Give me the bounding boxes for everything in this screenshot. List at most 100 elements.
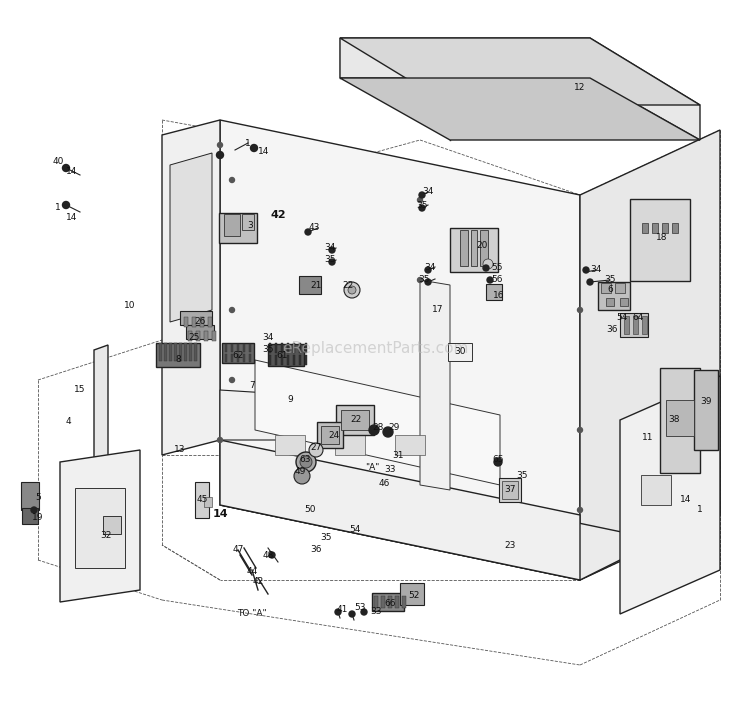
Circle shape — [355, 422, 361, 428]
FancyBboxPatch shape — [632, 316, 638, 334]
FancyBboxPatch shape — [502, 481, 518, 499]
Text: 38: 38 — [668, 416, 680, 425]
Text: 22: 22 — [342, 280, 354, 290]
FancyBboxPatch shape — [317, 422, 343, 448]
FancyBboxPatch shape — [299, 343, 301, 353]
Circle shape — [296, 452, 316, 472]
FancyBboxPatch shape — [188, 331, 192, 341]
Text: 66: 66 — [384, 599, 396, 608]
Text: 28: 28 — [372, 423, 384, 433]
FancyBboxPatch shape — [305, 343, 307, 353]
Circle shape — [348, 286, 356, 294]
Text: 54: 54 — [350, 526, 361, 534]
Text: 49: 49 — [294, 468, 306, 477]
Circle shape — [419, 205, 425, 211]
FancyBboxPatch shape — [200, 317, 204, 327]
Polygon shape — [220, 390, 300, 440]
Circle shape — [578, 508, 583, 512]
Text: 34: 34 — [262, 334, 274, 343]
FancyBboxPatch shape — [243, 344, 245, 352]
Text: "A": "A" — [364, 463, 380, 472]
Text: 20: 20 — [476, 240, 488, 250]
Text: 12: 12 — [574, 83, 586, 93]
FancyBboxPatch shape — [666, 400, 694, 436]
FancyBboxPatch shape — [222, 343, 254, 363]
Text: 27: 27 — [310, 444, 322, 453]
Text: 39: 39 — [700, 397, 712, 407]
FancyBboxPatch shape — [192, 317, 196, 327]
FancyBboxPatch shape — [219, 213, 257, 243]
FancyBboxPatch shape — [184, 343, 187, 361]
Text: 40: 40 — [53, 158, 64, 167]
Text: 31: 31 — [392, 451, 404, 461]
FancyBboxPatch shape — [287, 355, 289, 365]
FancyBboxPatch shape — [156, 343, 200, 367]
FancyBboxPatch shape — [321, 426, 339, 444]
FancyBboxPatch shape — [620, 298, 628, 306]
Circle shape — [62, 201, 70, 208]
Text: 34: 34 — [324, 243, 336, 252]
Text: 35: 35 — [262, 346, 274, 355]
Text: 10: 10 — [124, 301, 136, 310]
Text: 14: 14 — [680, 496, 692, 505]
FancyBboxPatch shape — [388, 596, 392, 608]
FancyBboxPatch shape — [598, 282, 630, 310]
Text: 1: 1 — [245, 139, 250, 147]
Polygon shape — [220, 465, 660, 580]
FancyBboxPatch shape — [186, 325, 214, 339]
Circle shape — [230, 308, 235, 313]
FancyBboxPatch shape — [231, 344, 233, 352]
FancyBboxPatch shape — [249, 354, 251, 362]
FancyBboxPatch shape — [237, 354, 239, 362]
Text: 54: 54 — [616, 313, 628, 322]
Polygon shape — [340, 78, 700, 140]
Text: 33: 33 — [370, 608, 382, 616]
Text: 41: 41 — [336, 606, 348, 615]
FancyBboxPatch shape — [281, 343, 283, 353]
Text: 36: 36 — [310, 545, 322, 554]
Text: 56: 56 — [491, 275, 502, 285]
FancyBboxPatch shape — [293, 343, 295, 353]
FancyBboxPatch shape — [212, 331, 216, 341]
FancyBboxPatch shape — [275, 355, 277, 365]
Text: 16: 16 — [494, 290, 505, 299]
Text: 35: 35 — [419, 275, 430, 285]
FancyBboxPatch shape — [281, 355, 283, 365]
FancyBboxPatch shape — [672, 223, 678, 233]
Circle shape — [344, 282, 360, 298]
FancyBboxPatch shape — [164, 343, 166, 361]
Text: 4: 4 — [65, 418, 70, 426]
Text: 47: 47 — [232, 545, 244, 554]
FancyBboxPatch shape — [21, 482, 39, 510]
Circle shape — [335, 609, 341, 615]
FancyBboxPatch shape — [173, 343, 176, 361]
FancyBboxPatch shape — [601, 283, 611, 293]
Text: 43: 43 — [308, 224, 320, 233]
FancyBboxPatch shape — [335, 435, 365, 455]
FancyBboxPatch shape — [662, 223, 668, 233]
Text: 23: 23 — [504, 541, 516, 550]
Text: 61: 61 — [276, 350, 288, 360]
Text: 14: 14 — [66, 168, 78, 177]
FancyBboxPatch shape — [194, 343, 196, 361]
Polygon shape — [220, 120, 580, 580]
Text: 34: 34 — [424, 262, 436, 271]
FancyBboxPatch shape — [402, 596, 406, 608]
FancyBboxPatch shape — [400, 583, 424, 605]
Circle shape — [369, 425, 379, 435]
Text: 34: 34 — [590, 266, 602, 275]
Polygon shape — [220, 440, 580, 580]
Text: 63: 63 — [299, 456, 310, 465]
Text: 32: 32 — [100, 531, 112, 540]
Circle shape — [361, 609, 367, 615]
FancyBboxPatch shape — [299, 355, 301, 365]
Text: 22: 22 — [350, 416, 361, 425]
Polygon shape — [94, 345, 108, 465]
FancyBboxPatch shape — [652, 223, 658, 233]
Text: 18: 18 — [656, 233, 668, 243]
Text: 19: 19 — [32, 514, 44, 522]
Circle shape — [217, 151, 223, 158]
Text: 44: 44 — [246, 568, 258, 576]
FancyBboxPatch shape — [395, 435, 425, 455]
Circle shape — [483, 259, 493, 269]
